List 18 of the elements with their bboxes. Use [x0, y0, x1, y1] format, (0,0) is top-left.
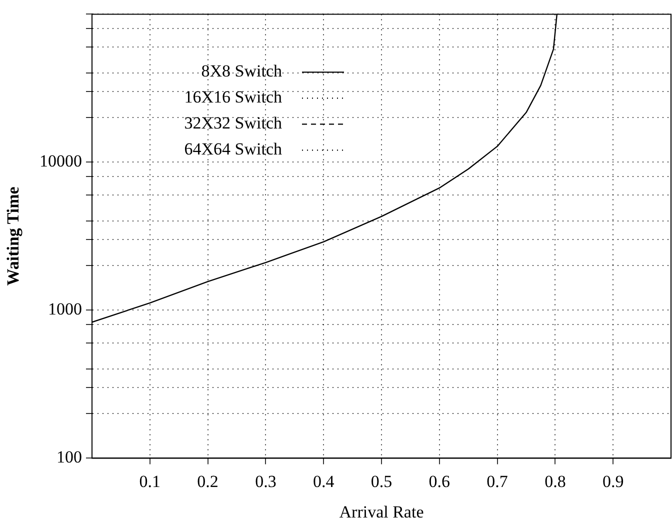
y-tick-label: 100 [56, 448, 82, 467]
legend-label: 32X32 Switch [184, 114, 282, 133]
x-tick-label: 0.3 [255, 472, 276, 491]
legend-label: 64X64 Switch [184, 140, 282, 159]
legend-label: 16X16 Switch [184, 88, 282, 107]
x-tick-label: 0.2 [197, 472, 218, 491]
y-tick-label: 10000 [40, 152, 82, 171]
x-tick-label: 0.1 [139, 472, 161, 491]
x-tick-label: 0.6 [428, 472, 450, 491]
x-tick-label: 0.5 [370, 472, 392, 491]
x-axis-title: Arrival Rate [339, 502, 424, 522]
y-axis-title: Waiting Time [4, 186, 23, 286]
legend-label: 8X8 Switch [201, 62, 282, 81]
x-tick-label: 0.8 [544, 472, 566, 491]
y-tick-label: 1000 [48, 300, 82, 319]
x-tick-label: 0.9 [602, 472, 624, 491]
x-tick-label: 0.7 [486, 472, 508, 491]
x-tick-label: 0.4 [312, 472, 335, 491]
